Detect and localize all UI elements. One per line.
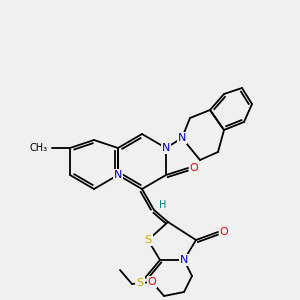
Text: N: N xyxy=(114,170,122,180)
Text: O: O xyxy=(220,227,228,237)
Text: S: S xyxy=(136,278,144,288)
Text: S: S xyxy=(144,235,152,245)
Text: H: H xyxy=(159,200,167,210)
Text: N: N xyxy=(178,133,186,143)
Text: CH₃: CH₃ xyxy=(30,143,48,153)
Text: N: N xyxy=(180,255,188,265)
Text: O: O xyxy=(190,163,198,173)
Text: O: O xyxy=(148,277,156,287)
Text: N: N xyxy=(162,143,170,153)
